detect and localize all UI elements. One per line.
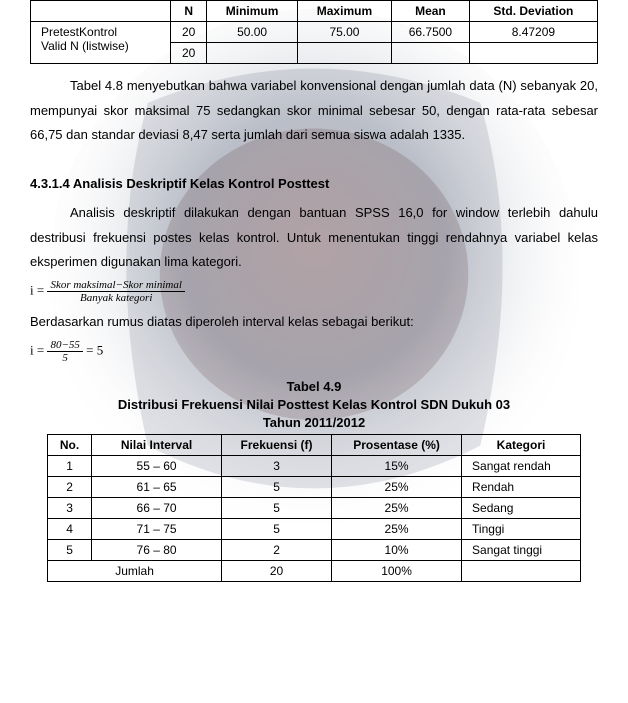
freq-total-f: 20 xyxy=(222,561,332,582)
stats-blank xyxy=(297,43,391,64)
freq-kat: Sangat rendah xyxy=(462,456,581,477)
stats-blank xyxy=(207,43,298,64)
freq-no: 3 xyxy=(48,498,92,519)
stats-blank xyxy=(392,43,470,64)
caption-line3: Tahun 2011/2012 xyxy=(30,414,598,432)
table49-caption: Tabel 4.9 Distribusi Frekuensi Nilai Pos… xyxy=(30,378,598,433)
freq-kat: Sedang xyxy=(462,498,581,519)
caption-line2: Distribusi Frekuensi Nilai Posttest Kela… xyxy=(30,396,598,414)
paragraph-between: Berdasarkan rumus diatas diperoleh inter… xyxy=(30,310,598,335)
descriptive-stats-table: N Minimum Maximum Mean Std. Deviation Pr… xyxy=(30,0,598,64)
freq-interval: 71 – 75 xyxy=(92,519,222,540)
table-row: 3 66 – 70 5 25% Sedang xyxy=(48,498,581,519)
table-row: 5 76 – 80 2 10% Sangat tinggi xyxy=(48,540,581,561)
freq-pct: 15% xyxy=(332,456,462,477)
stats-row2-n: 20 xyxy=(171,43,207,64)
freq-kat: Tinggi xyxy=(462,519,581,540)
frequency-table: No. Nilai Interval Frekuensi (f) Prosent… xyxy=(47,434,581,582)
heading-4-3-1-4: 4.3.1.4 Analisis Deskriptif Kelas Kontro… xyxy=(30,176,598,191)
freq-f: 5 xyxy=(222,498,332,519)
freq-no: 2 xyxy=(48,477,92,498)
freq-pct: 25% xyxy=(332,477,462,498)
formula-denominator: Banyak kategori xyxy=(47,292,184,304)
stats-row1-min: 50.00 xyxy=(207,22,298,43)
formula-lhs: i = xyxy=(30,283,47,298)
freq-header-no: No. xyxy=(48,435,92,456)
freq-total-label: Jumlah xyxy=(48,561,222,582)
freq-f: 5 xyxy=(222,477,332,498)
freq-header-kat: Kategori xyxy=(462,435,581,456)
freq-header-freq: Frekuensi (f) xyxy=(222,435,332,456)
stats-header-n: N xyxy=(171,1,207,22)
freq-f: 5 xyxy=(222,519,332,540)
freq-interval: 55 – 60 xyxy=(92,456,222,477)
freq-kat: Rendah xyxy=(462,477,581,498)
paragraph-analysis-desc: Analisis deskriptif dilakukan dengan ban… xyxy=(30,201,598,275)
table-row: 2 61 – 65 5 25% Rendah xyxy=(48,477,581,498)
freq-interval: 61 – 65 xyxy=(92,477,222,498)
freq-pct: 25% xyxy=(332,519,462,540)
freq-total-pct: 100% xyxy=(332,561,462,582)
freq-no: 5 xyxy=(48,540,92,561)
stats-header-min: Minimum xyxy=(207,1,298,22)
freq-header-interval: Nilai Interval xyxy=(92,435,222,456)
stats-row1-mean: 66.7500 xyxy=(392,22,470,43)
stats-row1-max: 75.00 xyxy=(297,22,391,43)
stats-header-max: Maximum xyxy=(297,1,391,22)
freq-total-blank xyxy=(462,561,581,582)
formula-numerator: Skor maksimal−Skor minimal xyxy=(47,279,184,292)
stats-header-blank xyxy=(31,1,171,22)
freq-interval: 66 – 70 xyxy=(92,498,222,519)
table-row: 4 71 – 75 5 25% Tinggi xyxy=(48,519,581,540)
formula2-lhs: i = xyxy=(30,342,47,357)
freq-interval: 76 – 80 xyxy=(92,540,222,561)
freq-no: 1 xyxy=(48,456,92,477)
freq-header-pct: Prosentase (%) xyxy=(332,435,462,456)
caption-line1: Tabel 4.9 xyxy=(30,378,598,396)
freq-f: 2 xyxy=(222,540,332,561)
formula2-denominator: 5 xyxy=(47,352,82,364)
stats-row1-label: PretestKontrol xyxy=(41,25,164,39)
freq-kat: Sangat tinggi xyxy=(462,540,581,561)
stats-blank xyxy=(469,43,597,64)
formula-interval-calc: i = 80−55 5 = 5 xyxy=(30,339,598,364)
formula2-numerator: 80−55 xyxy=(47,339,82,352)
formula-interval: i = Skor maksimal−Skor minimal Banyak ka… xyxy=(30,279,598,304)
freq-pct: 25% xyxy=(332,498,462,519)
freq-pct: 10% xyxy=(332,540,462,561)
stats-row1-std: 8.47209 xyxy=(469,22,597,43)
freq-no: 4 xyxy=(48,519,92,540)
formula2-result: = 5 xyxy=(86,342,103,357)
stats-header-mean: Mean xyxy=(392,1,470,22)
stats-row1-n: 20 xyxy=(171,22,207,43)
stats-row2-label: Valid N (listwise) xyxy=(41,39,164,53)
freq-f: 3 xyxy=(222,456,332,477)
stats-header-std: Std. Deviation xyxy=(469,1,597,22)
paragraph-table48-desc: Tabel 4.8 menyebutkan bahwa variabel kon… xyxy=(30,74,598,148)
table-row: PretestKontrol Valid N (listwise) 20 50.… xyxy=(31,22,598,43)
table-total-row: Jumlah 20 100% xyxy=(48,561,581,582)
table-row: 1 55 – 60 3 15% Sangat rendah xyxy=(48,456,581,477)
